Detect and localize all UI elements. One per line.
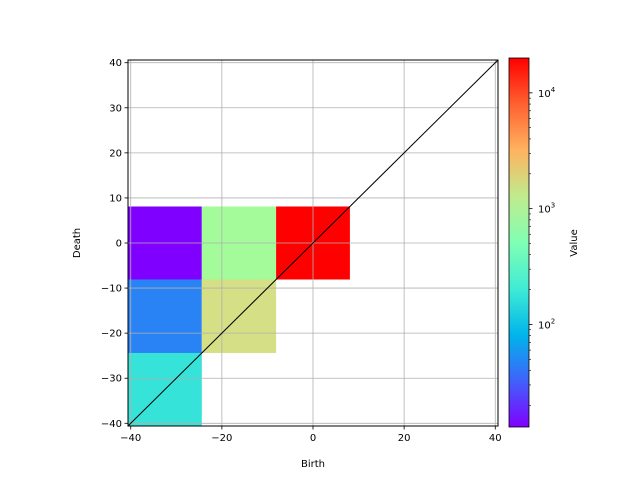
y-tick-label: 40 bbox=[109, 58, 122, 69]
diagonal-line bbox=[128, 60, 498, 426]
y-tick-label: −40 bbox=[101, 419, 122, 430]
y-tick-label: 10 bbox=[109, 193, 122, 204]
heatmap-cell-3 bbox=[128, 279, 202, 353]
y-tick-label: 30 bbox=[109, 103, 122, 114]
y-tick-label: −20 bbox=[101, 329, 122, 340]
x-tick-label: 0 bbox=[310, 433, 316, 444]
colorbar-tick-label: 102 bbox=[538, 317, 555, 331]
x-tick-label: 20 bbox=[398, 433, 411, 444]
x-tick-label: −40 bbox=[120, 433, 141, 444]
y-tick-label: 0 bbox=[116, 239, 122, 250]
y-tick-label: −30 bbox=[101, 374, 122, 385]
colorbar bbox=[508, 57, 530, 428]
x-axis-ticks: −40 −20 0 20 40 bbox=[120, 426, 502, 444]
y-axis-label: Death bbox=[72, 228, 83, 258]
x-tick-label: −20 bbox=[211, 433, 232, 444]
y-tick-label: 20 bbox=[109, 148, 122, 159]
grid-lines bbox=[128, 60, 498, 426]
colorbar-tick-label: 104 bbox=[538, 86, 556, 100]
y-axis-ticks: −40 −30 −20 −10 0 10 20 30 40 bbox=[101, 58, 128, 430]
x-axis-label: Birth bbox=[301, 459, 325, 470]
colorbar-ticks: 102 103 104 bbox=[529, 86, 556, 406]
colorbar-label: Value bbox=[569, 229, 580, 256]
colorbar-tick-label: 103 bbox=[538, 202, 555, 216]
y-tick-label: −10 bbox=[101, 284, 122, 295]
x-tick-label: 40 bbox=[489, 433, 502, 444]
